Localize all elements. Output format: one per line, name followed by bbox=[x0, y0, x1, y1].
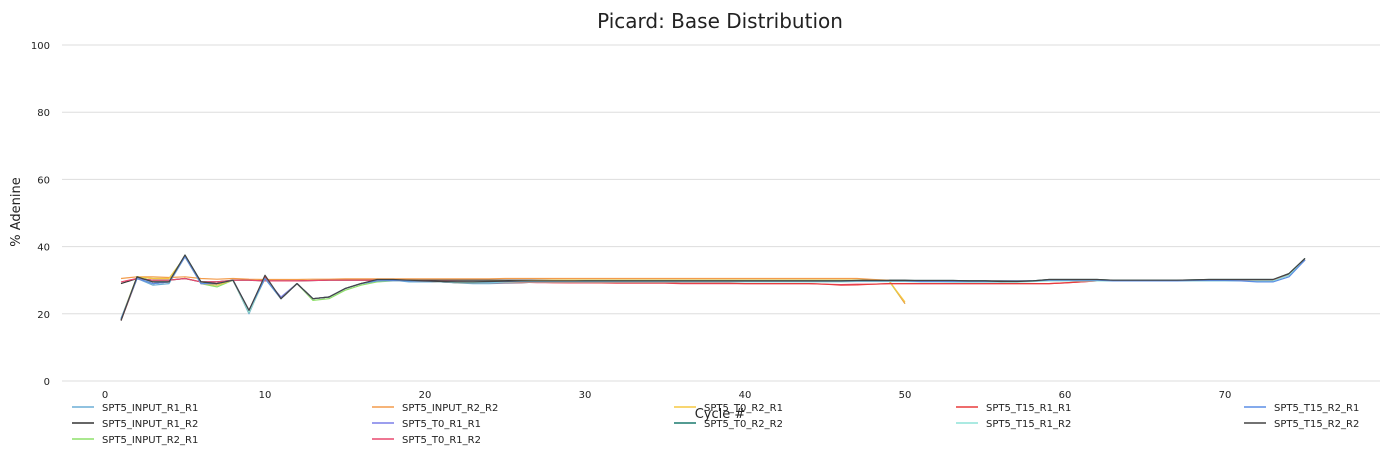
legend-item[interactable]: SPT5_T15_R2_R1 bbox=[1244, 403, 1359, 414]
x-tick-label: 20 bbox=[419, 390, 432, 401]
legend-label: SPT5_T0_R1_R1 bbox=[402, 419, 481, 430]
x-tick-label: 40 bbox=[739, 390, 752, 401]
x-tick-label: 10 bbox=[259, 390, 272, 401]
legend-item[interactable]: SPT5_T15_R1_R2 bbox=[956, 419, 1071, 430]
series-line bbox=[120, 254, 1306, 321]
legend-item[interactable]: SPT5_T0_R1_R2 bbox=[372, 435, 481, 446]
series-line bbox=[120, 256, 1306, 320]
series-line bbox=[120, 256, 906, 320]
x-tick-labels: 0 10 20 30 40 50 60 70 bbox=[102, 390, 1232, 401]
legend-item[interactable]: SPT5_T15_R1_R1 bbox=[956, 403, 1071, 414]
legend-label: SPT5_T15_R1_R1 bbox=[986, 403, 1071, 414]
legend-label: SPT5_T15_R2_R1 bbox=[1274, 403, 1359, 414]
legend-label: SPT5_T0_R2_R1 bbox=[704, 403, 783, 414]
legend-label: SPT5_INPUT_R1_R1 bbox=[102, 403, 198, 414]
x-tick-label: 0 bbox=[102, 390, 108, 401]
y-tick-label: 60 bbox=[37, 175, 50, 186]
series-line bbox=[120, 254, 1306, 321]
x-tick-label: 70 bbox=[1219, 390, 1232, 401]
legend-item[interactable]: SPT5_INPUT_R2_R1 bbox=[72, 435, 198, 446]
y-axis-label: % Adenine bbox=[9, 177, 24, 247]
legend-label: SPT5_INPUT_R2_R1 bbox=[102, 435, 198, 446]
series-line bbox=[120, 256, 906, 320]
legend-item[interactable]: SPT5_INPUT_R1_R1 bbox=[72, 403, 198, 414]
series-line bbox=[120, 256, 1306, 320]
legend-item[interactable]: SPT5_T0_R2_R2 bbox=[674, 419, 783, 430]
legend-label: SPT5_T0_R2_R2 bbox=[704, 419, 783, 430]
legend-item[interactable]: SPT5_T0_R2_R1 bbox=[674, 403, 783, 414]
legend-label: SPT5_INPUT_R1_R2 bbox=[102, 419, 198, 430]
y-tick-label: 40 bbox=[37, 243, 50, 254]
x-axis-label: Cycle # bbox=[695, 407, 746, 422]
series-line bbox=[120, 276, 906, 305]
series-lines bbox=[120, 254, 1306, 321]
y-tick-label: 100 bbox=[31, 41, 50, 52]
legend-label: SPT5_INPUT_R2_R2 bbox=[402, 403, 498, 414]
x-tick-label: 50 bbox=[899, 390, 912, 401]
legend: SPT5_INPUT_R1_R1 SPT5_INPUT_R1_R2 SPT5_INP… bbox=[72, 403, 1359, 446]
x-tick-label: 60 bbox=[1059, 390, 1072, 401]
legend-label: SPT5_T15_R2_R2 bbox=[1274, 419, 1359, 430]
legend-label: SPT5_T0_R1_R2 bbox=[402, 435, 481, 446]
legend-label: SPT5_T15_R1_R2 bbox=[986, 419, 1071, 430]
series-line bbox=[120, 256, 1306, 320]
legend-item[interactable]: SPT5_INPUT_R1_R2 bbox=[72, 419, 198, 430]
grid-lines bbox=[62, 44, 1380, 382]
y-tick-label: 0 bbox=[44, 377, 50, 388]
series-line bbox=[120, 256, 1306, 321]
y-tick-label: 20 bbox=[37, 310, 50, 321]
legend-item[interactable]: SPT5_T15_R2_R2 bbox=[1244, 419, 1359, 430]
y-tick-label: 80 bbox=[37, 108, 50, 119]
legend-item[interactable]: SPT5_T0_R1_R1 bbox=[372, 419, 481, 430]
legend-item[interactable]: SPT5_INPUT_R2_R2 bbox=[372, 403, 498, 414]
chart-title: Picard: Base Distribution bbox=[597, 9, 843, 33]
series-line bbox=[120, 256, 1306, 321]
x-tick-label: 30 bbox=[579, 390, 592, 401]
y-tick-labels: 0 20 40 60 80 100 bbox=[31, 41, 50, 388]
